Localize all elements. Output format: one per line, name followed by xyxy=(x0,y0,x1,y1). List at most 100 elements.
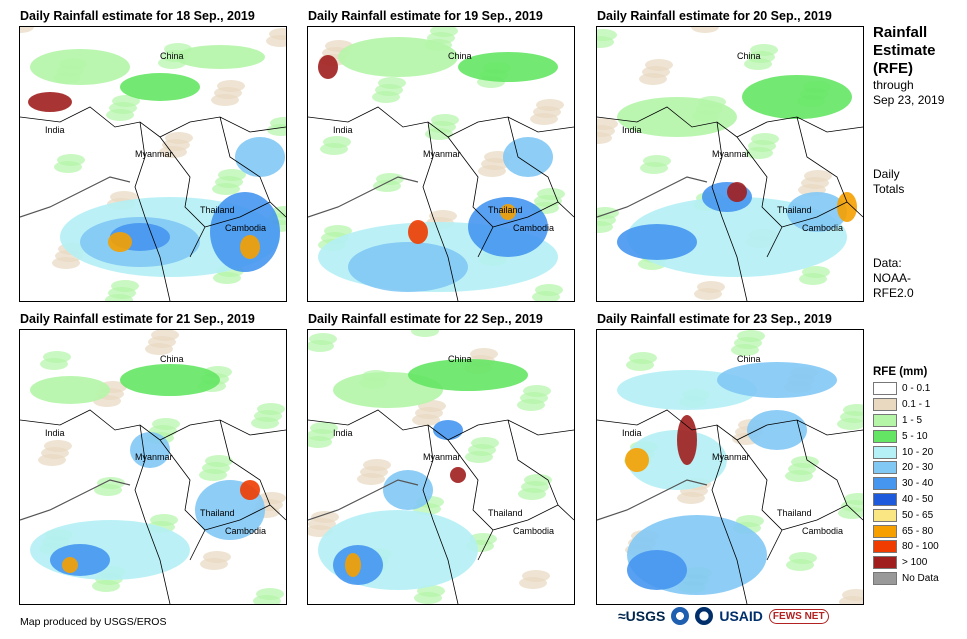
country-label-china: China xyxy=(160,354,184,364)
country-label-thailand: Thailand xyxy=(488,508,523,518)
noaa-logo-icon xyxy=(671,607,690,625)
legend-label: 30 - 40 xyxy=(902,478,934,490)
country-label-cambodia: Cambodia xyxy=(802,526,844,536)
sidebar-data-3: RFE2.0 xyxy=(873,286,914,300)
country-label-myanmar: Myanmar xyxy=(135,149,173,159)
usaid-seal-icon xyxy=(695,607,714,625)
legend-item: 50 - 65 xyxy=(873,507,939,523)
map-panel-23-sep: China India Myanmar Thailand Cambodia xyxy=(596,329,864,605)
sidebar-data-2: NOAA- xyxy=(873,271,912,285)
sidebar-data-1: Data: xyxy=(873,256,902,270)
legend-label: 5 - 10 xyxy=(902,430,928,442)
legend-item: > 100 xyxy=(873,555,939,571)
map-panel-20-sep: China India Myanmar Thailand Cambodia xyxy=(596,26,864,302)
legend-item: No Data xyxy=(873,571,939,587)
legend-label: 10 - 20 xyxy=(902,446,934,458)
legend-swatch xyxy=(873,429,897,443)
sidebar-date: Sep 23, 2019 xyxy=(873,93,945,107)
country-label-india: India xyxy=(333,125,353,135)
sidebar-title-line2: Estimate xyxy=(873,42,936,59)
legend-swatch xyxy=(873,445,897,459)
country-label-thailand: Thailand xyxy=(777,205,812,215)
country-label-cambodia: Cambodia xyxy=(513,526,555,536)
legend-item: 5 - 10 xyxy=(873,428,939,444)
country-label-myanmar: Myanmar xyxy=(135,452,173,462)
rainfall-map xyxy=(20,27,286,301)
map-panel-21-sep: China India Myanmar Thailand Cambodia xyxy=(19,329,287,605)
country-label-china: China xyxy=(448,51,472,61)
country-label-china: China xyxy=(448,354,472,364)
legend-swatch xyxy=(873,524,897,538)
legend: RFE (mm) 0 - 0.1 0.1 - 1 1 - 5 5 - 10 10 - 2… xyxy=(873,366,939,586)
country-label-india: India xyxy=(622,125,642,135)
country-label-china: China xyxy=(737,51,761,61)
country-label-china: China xyxy=(737,354,761,364)
legend-label: 40 - 50 xyxy=(902,493,934,505)
legend-swatch xyxy=(873,461,897,475)
country-label-thailand: Thailand xyxy=(777,508,812,518)
legend-label: 65 - 80 xyxy=(902,525,934,537)
legend-label: 0 - 0.1 xyxy=(902,383,931,395)
legend-title: RFE (mm) xyxy=(873,366,928,378)
legend-item: 30 - 40 xyxy=(873,476,939,492)
legend-label: 0.1 - 1 xyxy=(902,399,931,411)
legend-item: 10 - 20 xyxy=(873,444,939,460)
usaid-logo: USAID xyxy=(719,608,763,624)
legend-swatch xyxy=(873,382,897,396)
legend-swatch xyxy=(873,477,897,491)
country-label-thailand: Thailand xyxy=(488,205,523,215)
sidebar-title-line3: (RFE) xyxy=(873,60,913,77)
legend-label: 80 - 100 xyxy=(902,541,939,553)
panel-title-3: Daily Rainfall estimate for 20 Sep., 201… xyxy=(597,9,832,23)
country-label-india: India xyxy=(45,125,65,135)
legend-item: 65 - 80 xyxy=(873,523,939,539)
country-label-india: India xyxy=(333,428,353,438)
country-label-china: China xyxy=(160,51,184,61)
panel-title-5: Daily Rainfall estimate for 22 Sep., 201… xyxy=(308,312,543,326)
legend-item: 1 - 5 xyxy=(873,413,939,429)
country-label-cambodia: Cambodia xyxy=(513,223,555,233)
rainfall-map xyxy=(20,330,286,604)
map-panel-18-sep: China India Myanmar Thailand Cambodia xyxy=(19,26,287,302)
credit-text: Map produced by USGS/EROS xyxy=(20,616,167,628)
sidebar-title: Rainfall Estimate (RFE) through Sep 23, … xyxy=(873,24,944,108)
country-label-india: India xyxy=(622,428,642,438)
map-panel-19-sep: China India Myanmar Thailand Cambodia xyxy=(307,26,575,302)
legend-item: 0 - 0.1 xyxy=(873,381,939,397)
rainfall-map xyxy=(597,330,863,604)
country-label-myanmar: Myanmar xyxy=(712,149,750,159)
panel-title-1: Daily Rainfall estimate for 18 Sep., 201… xyxy=(20,9,255,23)
country-label-myanmar: Myanmar xyxy=(712,452,750,462)
country-label-myanmar: Myanmar xyxy=(423,452,461,462)
legend-swatch xyxy=(873,571,897,585)
legend-item: 80 - 100 xyxy=(873,539,939,555)
legend-label: > 100 xyxy=(902,557,928,569)
sidebar-through: through xyxy=(873,78,914,92)
legend-swatch xyxy=(873,508,897,522)
country-label-india: India xyxy=(45,428,65,438)
legend-label: 20 - 30 xyxy=(902,462,934,474)
map-panel-22-sep: China India Myanmar Thailand Cambodia xyxy=(307,329,575,605)
country-label-cambodia: Cambodia xyxy=(225,223,267,233)
sidebar-data: Data: NOAA- RFE2.0 xyxy=(873,256,914,301)
sidebar-daily: Daily Totals xyxy=(873,167,904,197)
legend-label: 50 - 65 xyxy=(902,509,934,521)
country-label-thailand: Thailand xyxy=(200,508,235,518)
rainfall-map xyxy=(597,27,863,301)
usgs-logo: ≈USGS xyxy=(618,608,666,624)
sidebar-daily-2: Totals xyxy=(873,182,905,196)
legend-item: 0.1 - 1 xyxy=(873,397,939,413)
legend-swatch xyxy=(873,398,897,412)
country-label-thailand: Thailand xyxy=(200,205,235,215)
country-label-myanmar: Myanmar xyxy=(423,149,461,159)
panel-title-2: Daily Rainfall estimate for 19 Sep., 201… xyxy=(308,9,543,23)
fews-net-logo: FEWS NET xyxy=(768,608,829,624)
country-label-cambodia: Cambodia xyxy=(225,526,267,536)
panel-title-6: Daily Rainfall estimate for 23 Sep., 201… xyxy=(597,312,832,326)
rainfall-map xyxy=(308,330,574,604)
sidebar-daily-1: Daily xyxy=(873,167,900,181)
sidebar-title-line1: Rainfall xyxy=(873,24,928,41)
legend-swatch xyxy=(873,413,897,427)
country-label-cambodia: Cambodia xyxy=(802,223,844,233)
rainfall-map xyxy=(308,27,574,301)
